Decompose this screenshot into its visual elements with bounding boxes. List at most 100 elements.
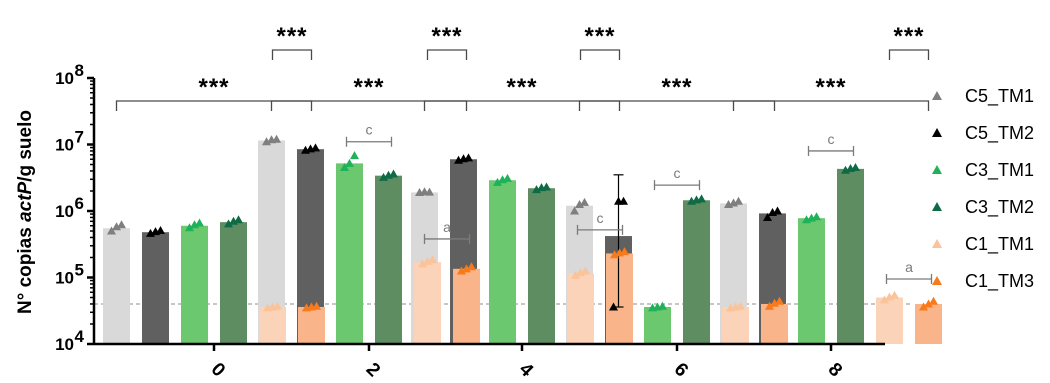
significance-bracket — [271, 49, 313, 60]
points-layer — [107, 134, 938, 312]
point-C5_TM1-2 — [262, 137, 271, 146]
bar-C3_TM2-6 — [683, 200, 710, 344]
point-C5_TM2-8 — [763, 212, 772, 221]
significance-bracket — [579, 49, 621, 60]
point-C3_TM2-2 — [389, 169, 398, 178]
legend-label-C1_TM1: C1_TM1 — [965, 234, 1034, 255]
legend-label-C5_TM1: C5_TM1 — [965, 86, 1034, 107]
point-C1_TM3-8 — [929, 296, 938, 305]
point-C3_TM1-8 — [812, 212, 821, 221]
y-tick-exponent: 7 — [75, 128, 84, 147]
y-tick-label: 10 — [55, 335, 74, 354]
x-tick-label-2: 2 — [362, 359, 384, 381]
point-C1_TM3-4 — [620, 247, 629, 256]
significance-bracket — [732, 100, 930, 111]
legend-marker-C5_TM2 — [932, 128, 942, 137]
point-C3_TM2-4 — [542, 182, 551, 191]
significance-label: *** — [198, 74, 229, 101]
point-C5_TM2-6 — [609, 302, 618, 311]
bars-layer — [103, 140, 942, 344]
point-C1_TM3-2 — [467, 262, 476, 271]
point-C1_TM3-6 — [770, 298, 779, 307]
bar-C1_TM1-4 — [567, 273, 594, 344]
significance-label: *** — [431, 23, 462, 50]
point-C5_TM2-0 — [156, 225, 165, 234]
point-C1_TM3-8 — [924, 299, 933, 308]
point-C3_TM2-0 — [234, 215, 243, 224]
point-C3_TM1-2 — [340, 163, 349, 172]
point-C1_TM3-8 — [919, 302, 928, 311]
point-C5_TM1-0 — [117, 220, 126, 229]
legend-marker-C3_TM1 — [932, 165, 942, 174]
point-C3_TM1-2 — [345, 158, 354, 167]
significance-bracket — [115, 100, 313, 111]
significance-bracket — [578, 100, 776, 111]
x-tick-label-6: 6 — [670, 359, 692, 381]
significance-label: *** — [584, 23, 615, 50]
letters-layer: c a c c c a — [345, 122, 933, 284]
point-C1_TM1-8 — [890, 290, 899, 299]
significance-bracket — [888, 49, 930, 60]
point-C5_TM1-6 — [570, 206, 579, 215]
y-tick-exponent: 8 — [75, 61, 84, 80]
bar-C1_TM3-0 — [298, 307, 325, 344]
legend-marker-C5_TM1 — [932, 91, 942, 100]
legend-marker-C3_TM2 — [932, 202, 942, 211]
bar-C1_TM3-4 — [606, 253, 633, 344]
significance-label: *** — [893, 23, 924, 50]
bar-C1_TM3-8 — [915, 303, 942, 344]
x-tick-label-8: 8 — [824, 359, 846, 381]
bar-C3_TM2-0 — [220, 222, 247, 344]
point-C1_TM3-6 — [765, 301, 774, 310]
y-tick-label: 10 — [55, 202, 74, 221]
bar-C3_TM1-8 — [798, 218, 825, 344]
bar-C3_TM2-2 — [375, 175, 402, 344]
letter-label: c — [366, 122, 373, 138]
bar-C3_TM2-4 — [528, 188, 555, 344]
significance-label: *** — [815, 74, 846, 101]
legend-label-C5_TM2: C5_TM2 — [965, 123, 1034, 144]
significance-label: *** — [661, 74, 692, 101]
legend-marker-C1_TM1 — [932, 239, 942, 248]
y-axis-label: N° copias actP/g suelo — [15, 110, 36, 314]
legend-label-C1_TM3: C1_TM3 — [965, 271, 1034, 292]
significance-label: *** — [353, 74, 384, 101]
point-C3_TM1-4 — [503, 173, 512, 182]
significance-layer: *** *** *** *** *** *** *** *** *** — [115, 23, 930, 111]
y-tick-label: 10 — [55, 136, 74, 155]
point-C5_TM1-4 — [425, 187, 434, 196]
point-C3_TM2-2 — [379, 172, 388, 181]
point-C3_TM1-2 — [350, 151, 359, 160]
y-tick-label: 10 — [55, 69, 74, 88]
point-C1_TM1-6 — [736, 301, 745, 310]
legend-label-C3_TM2: C3_TM2 — [965, 197, 1034, 218]
bar-C3_TM2-8 — [837, 168, 864, 344]
letter-label: a — [443, 219, 451, 235]
significance-bracket — [423, 100, 621, 111]
significance-bracket — [426, 49, 468, 60]
point-C5_TM1-6 — [575, 200, 584, 209]
point-C5_TM1-8 — [734, 196, 743, 205]
significance-label: *** — [506, 74, 537, 101]
legend-marker-C1_TM3 — [932, 276, 942, 285]
y-tick-exponent: 4 — [75, 327, 85, 346]
point-C5_TM2-6 — [619, 196, 628, 205]
bar-C1_TM1-2 — [414, 262, 441, 344]
bar-C1_TM3-6 — [761, 303, 788, 344]
letter-label: c — [597, 210, 604, 226]
bar-C5_TM2-0 — [142, 232, 169, 344]
letter-label: a — [905, 259, 913, 275]
y-tick-exponent: 5 — [75, 261, 84, 280]
letter-label: c — [674, 165, 681, 181]
y-tick-exponent: 6 — [75, 194, 84, 213]
point-C3_TM1-6 — [658, 301, 667, 310]
bar-C1_TM1-6 — [722, 307, 749, 344]
significance-label: *** — [276, 23, 307, 50]
point-C3_TM2-6 — [697, 194, 706, 203]
point-C5_TM1-6 — [580, 197, 589, 206]
point-C3_TM2-0 — [224, 219, 233, 228]
bar-C3_TM1-4 — [489, 180, 516, 344]
point-C3_TM1-0 — [185, 223, 194, 232]
bar-C1_TM3-2 — [453, 268, 480, 344]
